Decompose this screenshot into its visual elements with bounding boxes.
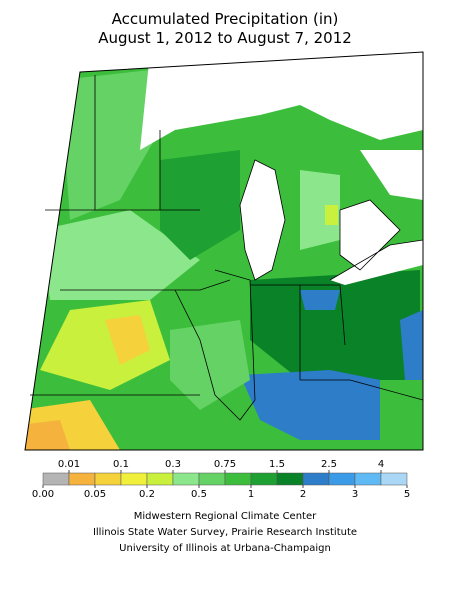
legend-swatch [328, 472, 356, 486]
legend-swatch [146, 472, 174, 486]
state-borders [24, 51, 424, 451]
legend-tick-label: 5 [404, 489, 410, 500]
legend-swatch [198, 472, 226, 486]
credit-line: University of Illinois at Urbana-Champai… [119, 543, 331, 554]
legend-swatch [380, 472, 408, 486]
legend-tick-label: 0.00 [32, 489, 54, 500]
legend-swatch [68, 472, 96, 486]
legend-tick-label: 1 [248, 489, 254, 500]
legend-tick-label: 2 [300, 489, 306, 500]
legend-tick-label: 1.5 [269, 459, 285, 470]
credit-line: Midwestern Regional Climate Center [134, 511, 317, 522]
legend-swatch [42, 472, 70, 486]
legend-swatch [120, 472, 148, 486]
legend-tick-label: 4 [378, 459, 384, 470]
legend-swatch [354, 472, 382, 486]
title: Accumulated Precipitation (in) [112, 10, 339, 28]
legend: 0.00 0.01 0.05 0.1 0.2 0.3 0.5 0.75 1 1.5 2 2.5 3 4 5 [32, 459, 410, 500]
legend-tick-label: 0.1 [113, 459, 129, 470]
legend-tick-label: 0.2 [139, 489, 155, 500]
legend-swatch [224, 472, 252, 486]
credit-line: Illinois State Water Survey, Prairie Res… [93, 527, 357, 538]
legend-swatch [172, 472, 200, 486]
subtitle: August 1, 2012 to August 7, 2012 [98, 29, 352, 47]
legend-swatch [276, 472, 304, 486]
precip-map [25, 52, 423, 450]
legend-swatch [302, 472, 330, 486]
legend-tick-label: 3 [352, 489, 358, 500]
legend-tick-label: 0.05 [84, 489, 106, 500]
legend-tick-label: 0.75 [214, 459, 236, 470]
legend-tick-label: 0.3 [165, 459, 181, 470]
legend-swatch [250, 472, 278, 486]
legend-tick-label: 2.5 [321, 459, 337, 470]
legend-swatch [94, 472, 122, 486]
legend-tick-label: 0.5 [191, 489, 207, 500]
legend-tick-label: 0.01 [58, 459, 80, 470]
